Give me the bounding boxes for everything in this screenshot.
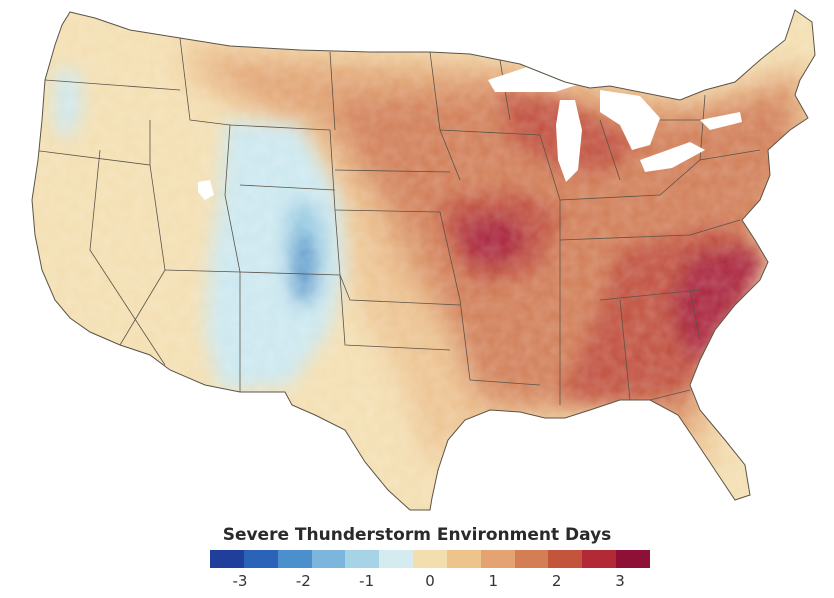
legend-swatch-9: [514, 550, 549, 568]
legend-swatch-1: [243, 550, 278, 568]
lake-huron: [600, 90, 660, 150]
legend-color-bar: [210, 550, 650, 568]
legend-tick-2: -1: [359, 572, 375, 590]
great-lakes: [198, 66, 742, 200]
legend-swatch-4: [345, 550, 380, 568]
legend-tick-labels: -3 -2 -1 0 1 2 3: [210, 572, 650, 592]
legend-tick-4: 1: [488, 572, 499, 590]
lake-michigan: [556, 100, 582, 182]
legend-swatch-6: [413, 550, 447, 568]
lake-ontario: [700, 112, 742, 130]
lake-superior: [488, 66, 580, 92]
legend-swatch-10: [548, 550, 583, 568]
us-map: [31, 9, 816, 511]
legend-swatch-3: [311, 550, 346, 568]
texture: [32, 10, 815, 510]
anomaly-field: [32, 10, 815, 510]
legend-tick-1: -2: [295, 572, 311, 590]
legend-swatch-0: [210, 550, 244, 568]
legend-swatch-5: [379, 550, 414, 568]
legend-tick-0: -3: [232, 572, 248, 590]
great-salt-lake: [198, 180, 214, 200]
lake-erie: [640, 142, 705, 172]
legend-tick-3: 0: [425, 572, 435, 590]
legend-swatch-7: [446, 550, 481, 568]
legend-swatch-2: [277, 550, 312, 568]
legend-tick-5: 2: [551, 572, 562, 590]
legend-swatch-8: [480, 550, 515, 568]
legend-title: Severe Thunderstorm Environment Days: [222, 525, 612, 545]
us-map-svg: [31, 9, 816, 511]
legend-tick-6: 3: [615, 572, 625, 590]
legend-swatch-12: [616, 550, 650, 568]
legend-swatch-11: [582, 550, 617, 568]
